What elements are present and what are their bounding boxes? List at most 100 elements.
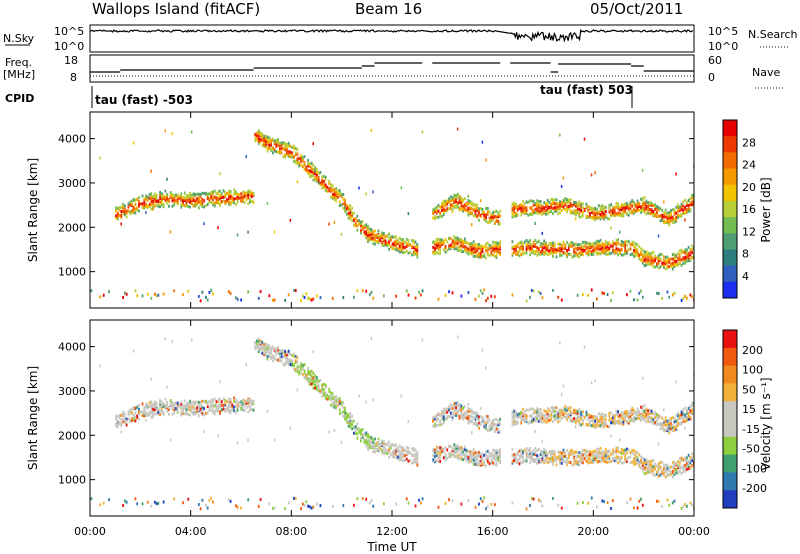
power-cell <box>495 240 498 244</box>
power-cell <box>192 204 195 208</box>
power-cell <box>197 192 200 196</box>
power-cell <box>116 214 119 218</box>
velocity-cell <box>349 421 352 425</box>
velocity-cell <box>597 424 600 428</box>
power-cell <box>525 206 528 210</box>
power-cell <box>219 203 221 207</box>
power-cell <box>492 217 494 221</box>
power-cell <box>691 202 694 206</box>
velocity-cell <box>631 451 634 455</box>
velocity-cell <box>518 415 521 419</box>
power-cell <box>340 192 343 196</box>
velocity-cell <box>367 446 369 450</box>
velocity-cell <box>342 410 345 414</box>
velocity-cell <box>578 451 581 455</box>
power-cell <box>342 206 345 210</box>
power-cell <box>645 212 648 216</box>
power-cell <box>467 291 470 295</box>
velocity-cell <box>365 437 368 441</box>
power-cell <box>132 141 135 145</box>
power-cell <box>185 196 188 200</box>
velocity-cell <box>395 456 398 460</box>
velocity-cell <box>603 425 605 429</box>
power-cell <box>331 189 334 193</box>
power-cell <box>460 204 463 208</box>
velocity-cell <box>555 456 558 460</box>
velocity-cell <box>486 454 489 458</box>
power-cell <box>539 250 542 254</box>
power-cell <box>603 247 605 251</box>
velocity-cell <box>115 417 117 421</box>
power-cell <box>213 189 216 193</box>
power-cell <box>180 192 183 196</box>
power-cell <box>590 252 593 256</box>
velocity-cell <box>516 460 519 464</box>
velocity-cell <box>268 351 271 355</box>
velocity-cell <box>321 387 324 391</box>
power-cell <box>213 204 216 208</box>
velocity-cell <box>610 434 612 438</box>
power-cell <box>270 141 272 145</box>
velocity-cell <box>271 359 274 363</box>
power-cell <box>525 200 528 204</box>
power-cell <box>467 198 470 202</box>
power-cell <box>516 250 519 254</box>
power-cell <box>499 242 502 246</box>
power-cell <box>626 239 628 243</box>
power-cell <box>397 238 399 242</box>
power-cell <box>615 241 618 245</box>
power-cell <box>286 151 288 155</box>
power-cell <box>442 248 445 252</box>
velocity-cell <box>416 457 419 461</box>
velocity-cell <box>536 457 539 461</box>
velocity-cell <box>488 462 491 466</box>
velocity-cell <box>645 412 648 416</box>
power-cell <box>261 143 264 147</box>
power-cell <box>345 207 348 211</box>
power-cell <box>314 169 316 173</box>
power-cell <box>160 203 163 207</box>
velocity-cell <box>493 418 496 422</box>
velocity-cell <box>382 447 385 451</box>
velocity-cell <box>518 449 521 453</box>
velocity-cell <box>159 404 162 408</box>
power-cell <box>282 141 285 145</box>
velocity-cell <box>534 458 537 462</box>
velocity-cell <box>559 415 561 419</box>
velocity-cell <box>582 457 584 461</box>
velocity-cell <box>458 402 461 406</box>
velocity-cell <box>522 407 524 411</box>
velocity-cell <box>599 413 602 417</box>
power-cell <box>289 218 292 222</box>
velocity-cell <box>432 453 435 457</box>
power-cell <box>296 160 299 164</box>
velocity-cell <box>444 410 447 414</box>
power-cell <box>578 251 581 255</box>
velocity-cell <box>324 391 327 395</box>
power-cell <box>671 293 674 297</box>
power-cell <box>372 230 375 234</box>
velocity-cell <box>478 417 480 421</box>
power-cell <box>580 208 583 212</box>
power-cell <box>351 219 354 223</box>
power-cell <box>692 197 694 201</box>
velocity-cell <box>155 404 158 408</box>
velocity-cell <box>340 411 343 415</box>
power-cell <box>183 204 186 208</box>
power-cell <box>678 213 681 217</box>
velocity-cell <box>307 504 309 508</box>
velocity-cell <box>449 451 452 455</box>
power-cell <box>159 196 162 200</box>
velocity-cell <box>550 414 553 418</box>
velocity-cell <box>594 419 597 423</box>
velocity-cell <box>305 377 308 381</box>
velocity-cell <box>358 394 360 398</box>
power-cell <box>123 210 126 214</box>
power-cell <box>552 254 554 258</box>
power-cell <box>617 202 620 206</box>
power-cell <box>590 208 593 212</box>
power-cell <box>187 193 190 197</box>
power-cell <box>555 205 558 209</box>
velocity-cell <box>580 461 583 465</box>
velocity-cell <box>633 506 635 510</box>
